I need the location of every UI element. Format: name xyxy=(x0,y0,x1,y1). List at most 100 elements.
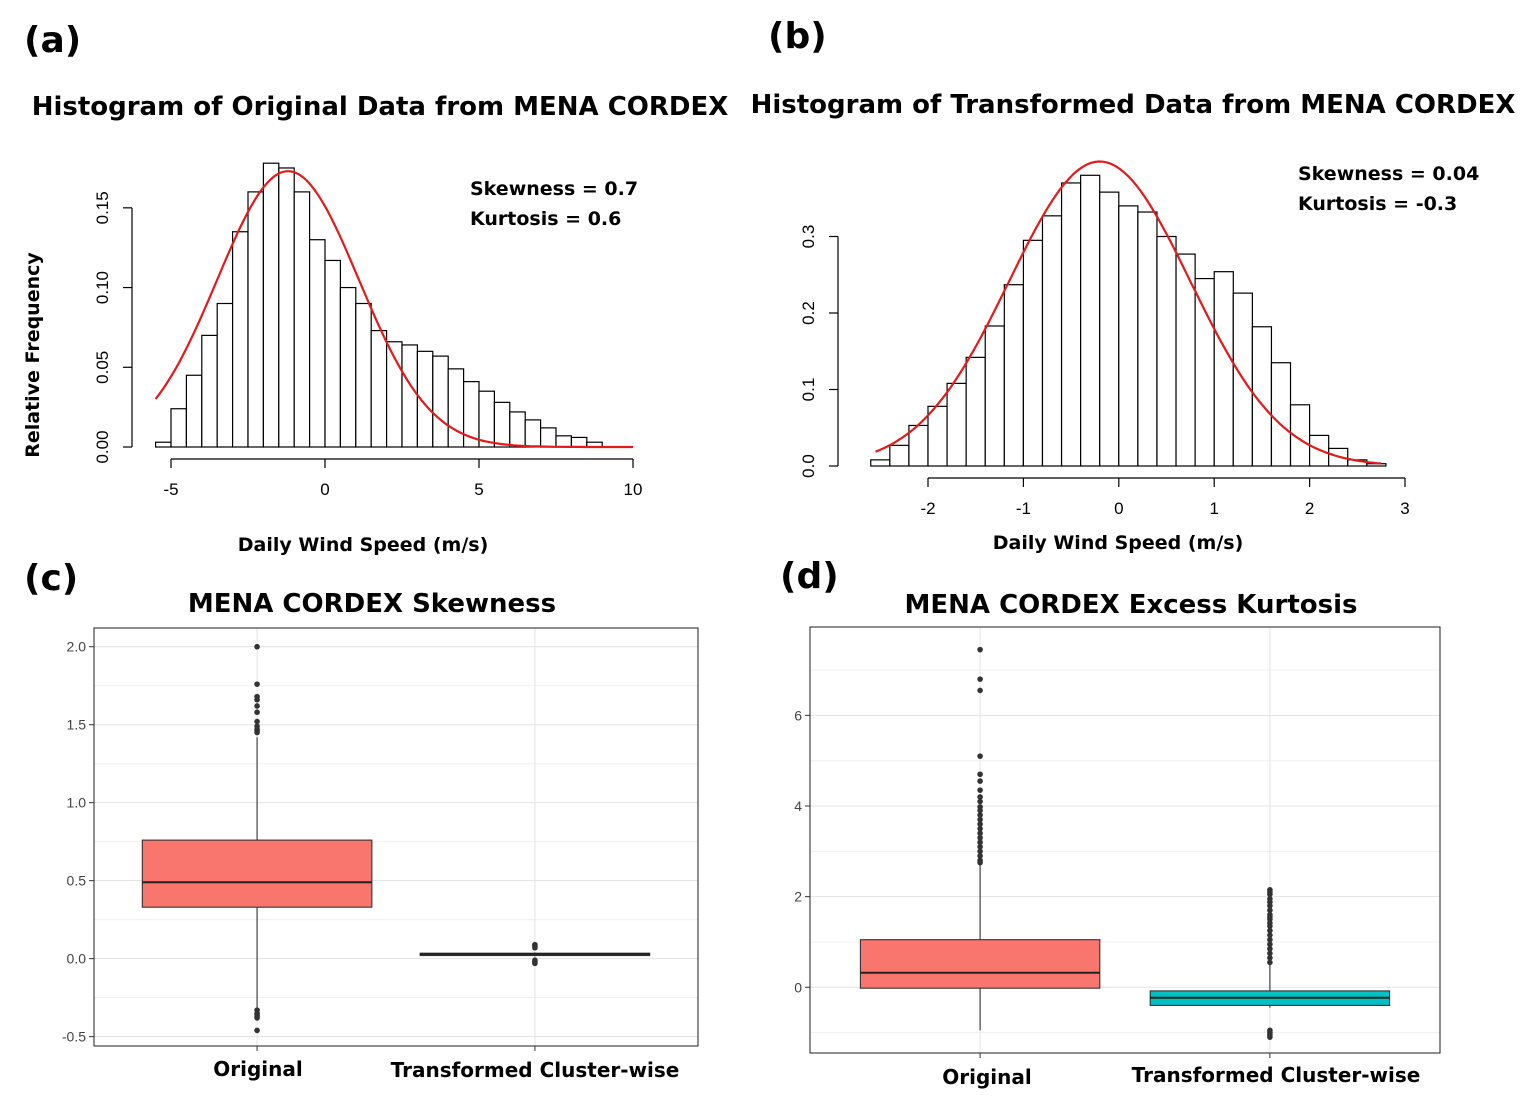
histogram-bar xyxy=(984,325,1005,467)
histogram-a xyxy=(123,162,634,468)
outlier-point xyxy=(254,643,260,650)
histogram-bar xyxy=(1270,362,1292,467)
panel-label-a: (a) xyxy=(24,20,82,61)
y-tick-label: 0.3 xyxy=(799,225,818,249)
x-axis-label-b: Daily Wind Speed (m/s) xyxy=(992,532,1244,554)
x-tick-label: 5 xyxy=(474,480,483,499)
histogram-bar xyxy=(555,435,572,448)
x-tick-label: 10 xyxy=(624,480,643,499)
boxplot-d xyxy=(805,626,1441,1058)
outlier-point xyxy=(1267,950,1273,957)
outlier-point xyxy=(977,816,983,823)
category-label-original-d: Original xyxy=(942,1065,1032,1089)
outlier-point xyxy=(1267,927,1273,934)
histogram-bar xyxy=(1041,215,1063,467)
outlier-point xyxy=(977,753,983,759)
box-original xyxy=(141,643,373,1034)
outlier-point xyxy=(977,798,983,805)
histogram-bar xyxy=(965,356,986,467)
outlier-point xyxy=(977,859,983,866)
histogram-bar xyxy=(1194,277,1215,467)
y-tick-label: 0.10 xyxy=(93,271,112,304)
histogram-bar xyxy=(1213,271,1234,467)
panel-label-b: (b) xyxy=(768,16,827,57)
outlier-point xyxy=(254,718,260,725)
category-label-original-c: Original xyxy=(213,1057,303,1081)
x-tick-label: 1 xyxy=(1209,499,1218,518)
chart-title-c: MENA CORDEX Skewness xyxy=(187,589,557,619)
x-tick-label: -5 xyxy=(163,480,178,499)
outlier-point xyxy=(977,778,983,784)
histogram-bar xyxy=(216,302,234,448)
y-tick-label: 0.5 xyxy=(67,873,87,889)
panel-label-d: (d) xyxy=(780,556,839,597)
density-curve xyxy=(875,160,1382,465)
histogram-bar xyxy=(927,405,948,467)
y-tick-label: 0.00 xyxy=(93,430,112,463)
histogram-bar xyxy=(509,411,526,448)
outlier-point xyxy=(977,834,983,841)
outlier-point xyxy=(977,825,983,832)
histogram-bar xyxy=(155,441,172,448)
skewness-annotation-a: Skewness = 0.7 xyxy=(470,178,639,200)
outlier-point xyxy=(1267,955,1273,961)
outlier-point xyxy=(254,696,260,703)
histogram-bar xyxy=(1060,182,1082,467)
iqr-box xyxy=(859,939,1101,989)
y-tick-label: 1.0 xyxy=(67,795,87,811)
histogram-bar xyxy=(570,436,588,448)
histogram-bar xyxy=(247,191,264,448)
outlier-point xyxy=(1267,891,1273,898)
outlier-point xyxy=(977,794,983,800)
x-tick-label: -1 xyxy=(1016,499,1031,518)
histogram-b xyxy=(829,160,1406,487)
chart-title-a: Histogram of Original Data from MENA COR… xyxy=(31,92,729,122)
histogram-bar xyxy=(324,259,341,448)
histogram-bar xyxy=(1022,239,1044,467)
histogram-bar xyxy=(946,382,967,467)
outlier-point xyxy=(977,830,983,837)
outlier-point xyxy=(532,944,538,951)
outlier-point xyxy=(977,676,983,682)
histogram-bar xyxy=(539,427,557,448)
plot-border xyxy=(809,626,1441,1054)
x-axis-label-a: Daily Wind Speed (m/s) xyxy=(237,534,489,556)
histogram-bar xyxy=(1118,205,1139,467)
histogram-bar xyxy=(278,167,295,448)
outlier-point xyxy=(1267,959,1273,966)
outlier-point xyxy=(977,771,983,778)
outlier-point xyxy=(532,960,538,967)
y-tick-label: 4 xyxy=(794,798,802,814)
histogram-bar xyxy=(889,444,910,467)
histogram-bar xyxy=(524,419,542,448)
x-tick-label: 0 xyxy=(320,480,329,499)
y-tick-label: 2 xyxy=(794,889,802,905)
outlier-point xyxy=(254,681,260,687)
outlier-point xyxy=(254,1015,260,1021)
histogram-bar xyxy=(1003,284,1025,467)
box-transformed-cluster-wise xyxy=(1149,887,1391,1040)
x-tick-label: 3 xyxy=(1400,499,1409,518)
y-tick-label: 0.2 xyxy=(799,301,818,325)
y-axis-label-a: Relative Frequency xyxy=(22,252,44,458)
histogram-bar xyxy=(355,302,372,448)
outlier-point xyxy=(254,703,260,709)
histogram-bar xyxy=(170,408,187,448)
boxplot-c xyxy=(89,627,699,1051)
y-tick-label: 0.0 xyxy=(799,454,818,478)
y-tick-label: 1.5 xyxy=(67,717,87,733)
box-original xyxy=(859,646,1101,1031)
outlier-point xyxy=(254,1027,260,1034)
outlier-point xyxy=(977,853,983,859)
category-label-transformed-d: Transformed Cluster-wise xyxy=(1131,1063,1421,1087)
histogram-bar xyxy=(478,390,495,448)
y-tick-label: 0.1 xyxy=(799,378,818,402)
histogram-bar xyxy=(1080,174,1101,467)
outlier-point xyxy=(977,821,983,827)
histogram-bar xyxy=(447,368,465,448)
histogram-bar xyxy=(1099,191,1120,467)
x-tick-label: 0 xyxy=(1114,499,1123,518)
histogram-bar xyxy=(185,374,203,448)
skewness-annotation-b: Skewness = 0.04 xyxy=(1298,163,1480,185)
histogram-bar xyxy=(401,344,418,448)
